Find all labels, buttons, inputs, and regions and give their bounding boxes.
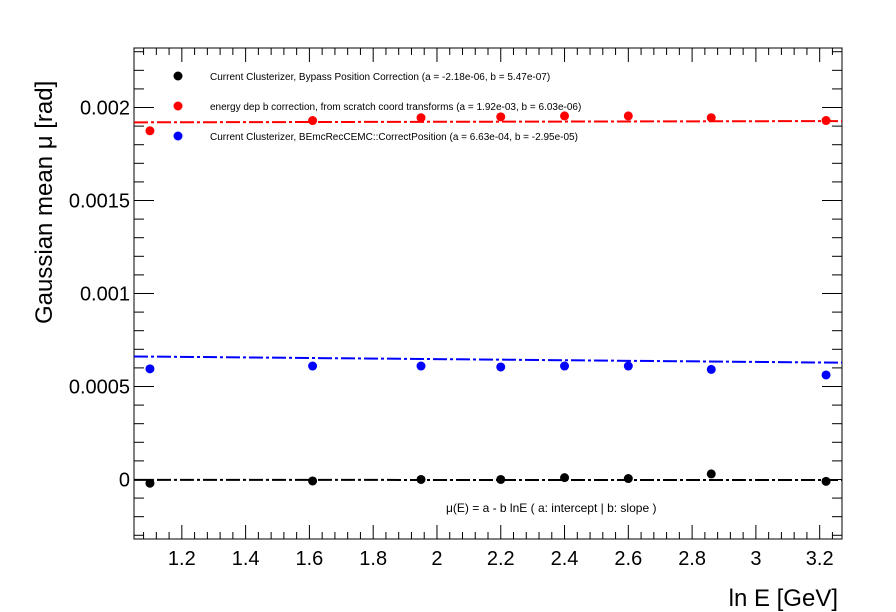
data-point [821, 370, 831, 380]
x-tick-label: 2 [431, 548, 442, 570]
y-tick-label: 0.0005 [69, 376, 130, 398]
data-point [560, 473, 570, 483]
data-point [496, 112, 506, 122]
legend-label: Current Clusterizer, BEmcRecCEMC::Correc… [210, 132, 578, 143]
legend-marker [173, 131, 183, 141]
data-point [145, 126, 155, 136]
tick-labels: 1.2 1.4 1.6 1.8 2 2.2 2.4 2.6 2.8 3 3.2 0 0.0005 0.00… [69, 98, 834, 570]
data-point [416, 474, 426, 484]
data-point [706, 113, 716, 123]
x-tick-label: 2.2 [487, 548, 515, 570]
data-point [560, 361, 570, 371]
x-tick-label: 3 [750, 548, 761, 570]
data-point [821, 116, 831, 126]
data-point [416, 361, 426, 371]
legend: Current Clusterizer, Bypass Position Cor… [173, 71, 581, 143]
x-tick-label: 2.4 [551, 548, 579, 570]
data-point [623, 474, 633, 484]
legend-marker [173, 101, 183, 111]
x-axis-title: ln E [GeV] [729, 585, 838, 612]
fit-line [133, 355, 843, 364]
x-tick-label: 1.2 [168, 548, 196, 570]
data-point [145, 364, 155, 374]
data-point [821, 476, 831, 486]
y-tick-label: 0.0015 [69, 191, 130, 213]
data-point [496, 474, 506, 484]
x-tick-label: 1.8 [359, 548, 387, 570]
data-point [496, 362, 506, 372]
y-tick-label: 0.001 [80, 284, 130, 306]
data-point [560, 111, 570, 121]
data-points [145, 111, 831, 488]
y-tick-label: 0.002 [80, 98, 130, 120]
data-point [308, 361, 318, 371]
data-point [308, 116, 318, 126]
x-tick-label: 1.4 [232, 548, 260, 570]
data-point [706, 364, 716, 374]
legend-marker [173, 71, 183, 81]
x-tick-label: 3.2 [806, 548, 834, 570]
data-point [308, 476, 318, 486]
annotation: μ(E) = a - b lnE ( a: intercept | b: slo… [446, 501, 656, 515]
fit-lines [133, 120, 843, 482]
x-tick-label: 1.6 [295, 548, 323, 570]
y-axis-title: Gaussian mean μ [rad] [31, 81, 58, 324]
data-point [623, 111, 633, 121]
data-point [623, 361, 633, 371]
data-point [145, 478, 155, 488]
legend-label: Current Clusterizer, Bypass Position Cor… [210, 72, 550, 83]
x-tick-label: 2.8 [678, 548, 706, 570]
legend-label: energy dep b correction, from scratch co… [210, 102, 581, 113]
y-tick-label: 0 [119, 469, 130, 491]
data-point [706, 469, 716, 479]
x-tick-label: 2.6 [614, 548, 642, 570]
data-point [416, 113, 426, 123]
fit-line [133, 120, 843, 124]
